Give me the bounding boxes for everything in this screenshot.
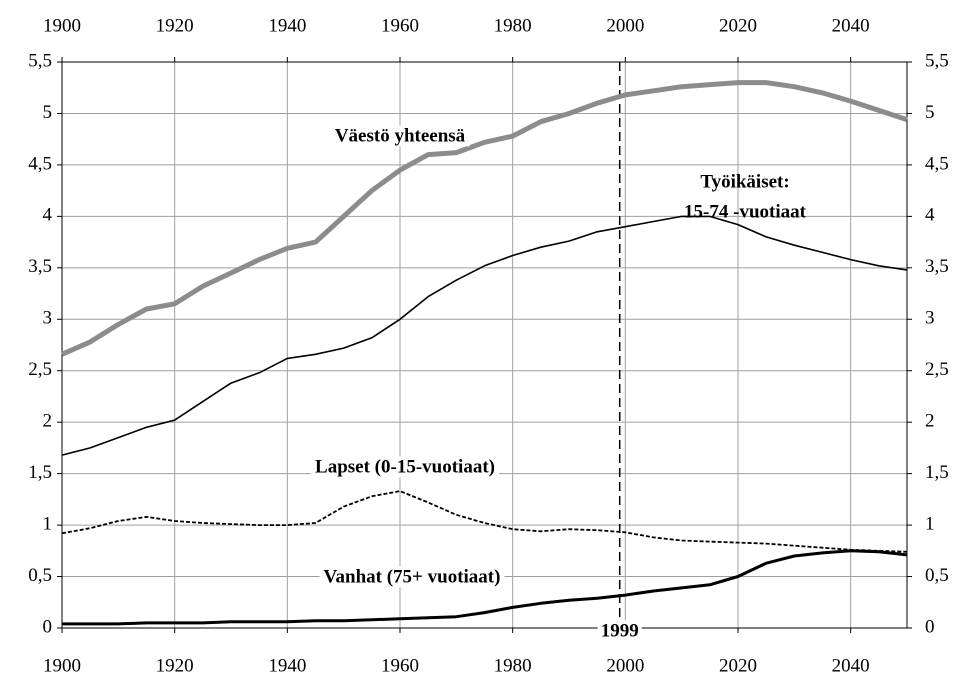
annotation: Vanhat (75+ vuotiaat) <box>324 566 501 587</box>
y-tick-label: 4,5 <box>28 153 52 174</box>
y2-tick-label: 1 <box>925 513 935 534</box>
y-tick-label: 1 <box>43 513 53 534</box>
x-top-tick-label: 1900 <box>43 15 81 36</box>
annotation: Työikäiset: <box>700 171 789 192</box>
x-tick-label: 2000 <box>606 655 644 676</box>
x-top-tick-label: 2040 <box>832 15 870 36</box>
y2-tick-label: 1,5 <box>925 462 949 483</box>
y2-tick-label: 2 <box>925 411 935 432</box>
y-tick-label: 2 <box>43 411 53 432</box>
annotation: Väestö yhteensä <box>335 125 466 146</box>
x-top-tick-label: 1960 <box>381 15 419 36</box>
x-tick-label: 1960 <box>381 655 419 676</box>
annotation: Lapset (0-15-vuotiaat) <box>315 456 495 477</box>
series-line <box>61 215 908 456</box>
x-tick-label: 1940 <box>268 655 306 676</box>
x-top-tick-label: 2020 <box>719 15 757 36</box>
y-tick-label: 3,5 <box>28 256 52 277</box>
x-top-tick-label: 1980 <box>494 15 532 36</box>
annotation-bg <box>330 125 470 147</box>
x-tick-label: 1900 <box>43 655 81 676</box>
y-tick-label: 2,5 <box>28 359 52 380</box>
x-top-tick-label: 2000 <box>606 15 644 36</box>
y-tick-label: 0 <box>43 616 53 637</box>
plot-frame <box>61 61 908 629</box>
series-line <box>61 490 908 553</box>
y-tick-label: 5 <box>43 102 53 123</box>
x-tick-label: 2040 <box>832 655 870 676</box>
y2-tick-label: 2,5 <box>925 359 949 380</box>
x-top-tick-label: 1920 <box>156 15 194 36</box>
y2-tick-label: 0 <box>925 616 935 637</box>
x-tick-label: 1980 <box>494 655 532 676</box>
y2-tick-label: 3,5 <box>925 256 949 277</box>
annotation-bg <box>319 566 505 588</box>
x-tick-label: 2020 <box>719 655 757 676</box>
y2-tick-label: 3 <box>925 308 935 329</box>
y2-tick-label: 5,5 <box>925 50 949 71</box>
reference-label-bg <box>597 620 642 642</box>
y-tick-label: 1,5 <box>28 462 52 483</box>
annotation-bg <box>311 456 499 478</box>
y2-tick-label: 5 <box>925 102 935 123</box>
y-tick-label: 4 <box>43 205 53 226</box>
y-tick-label: 5,5 <box>28 50 52 71</box>
y2-tick-label: 4 <box>925 205 935 226</box>
y2-tick-label: 0,5 <box>925 565 949 586</box>
series-line <box>62 549 908 626</box>
x-tick-label: 1920 <box>156 655 194 676</box>
y2-tick-label: 4,5 <box>925 153 949 174</box>
reference-label: 1999 <box>601 620 639 641</box>
x-top-tick-label: 1940 <box>268 15 306 36</box>
annotation: 15-74 -vuotiaat <box>684 201 807 222</box>
y-tick-label: 0,5 <box>28 565 52 586</box>
y-tick-label: 3 <box>43 308 53 329</box>
series-line <box>60 80 908 357</box>
